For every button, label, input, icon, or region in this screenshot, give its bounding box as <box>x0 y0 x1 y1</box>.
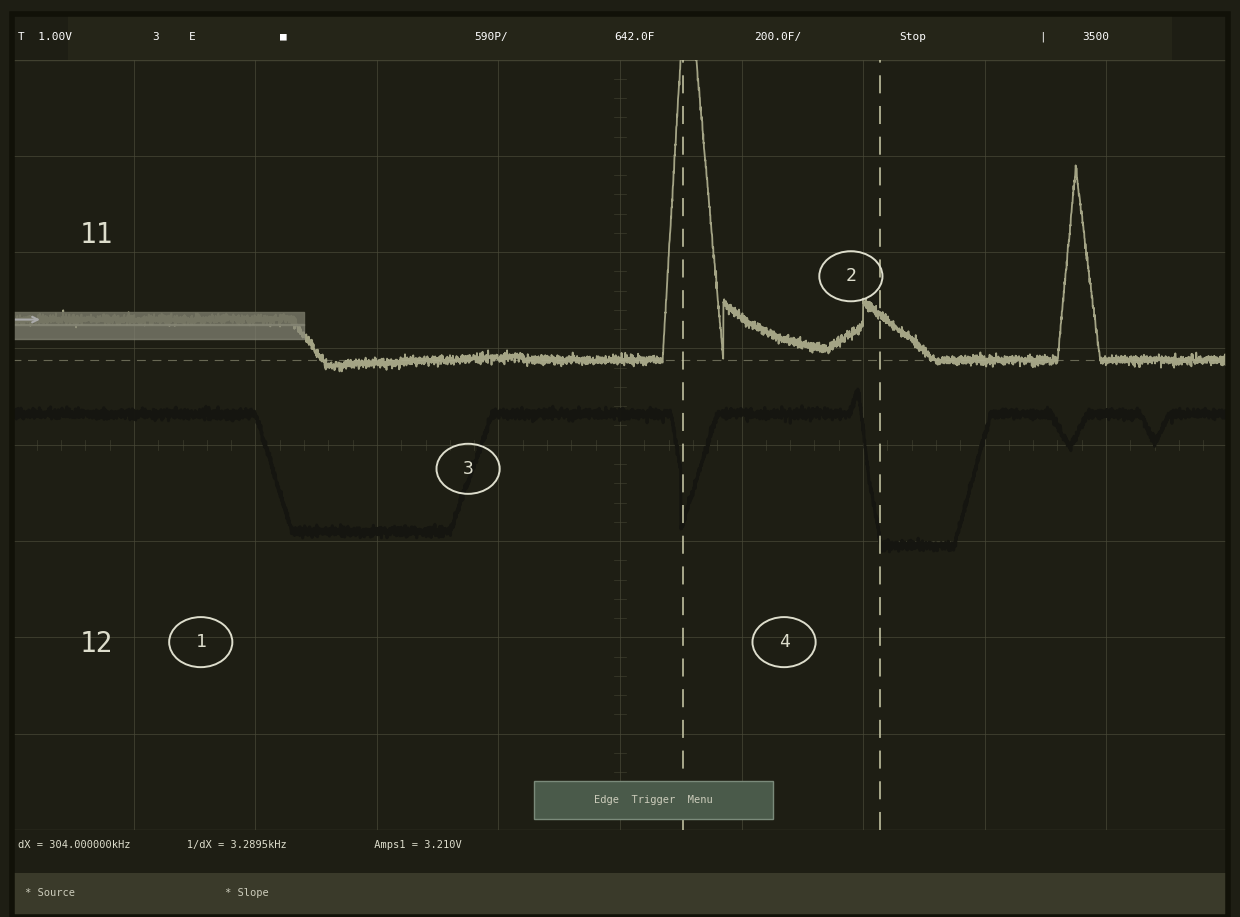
Text: 4: 4 <box>779 633 790 651</box>
Text: Stop: Stop <box>899 32 926 41</box>
Text: * Source: * Source <box>25 888 74 898</box>
Text: dX = 304.000000kHz         1/dX = 3.2895kHz              Amps1 = 3.210V: dX = 304.000000kHz 1/dX = 3.2895kHz Amps… <box>19 840 463 850</box>
Text: |: | <box>1039 31 1047 42</box>
Text: 200.0F/: 200.0F/ <box>754 32 801 41</box>
Text: * Slope: * Slope <box>224 888 269 898</box>
FancyBboxPatch shape <box>0 835 1240 917</box>
FancyBboxPatch shape <box>0 835 1240 917</box>
Text: Edge  Trigger  Menu: Edge Trigger Menu <box>594 795 713 805</box>
Text: 1: 1 <box>196 633 206 651</box>
Text: 11: 11 <box>79 221 113 249</box>
Text: T  1.00V: T 1.00V <box>19 32 72 41</box>
Text: 3: 3 <box>153 32 159 41</box>
Text: E: E <box>188 32 196 41</box>
Text: 2: 2 <box>846 267 857 285</box>
Text: 642.0F: 642.0F <box>614 32 655 41</box>
Text: 590P/: 590P/ <box>474 32 508 41</box>
Text: 3: 3 <box>463 459 474 478</box>
Text: 3500: 3500 <box>1081 32 1109 41</box>
FancyBboxPatch shape <box>533 780 773 819</box>
Text: ■: ■ <box>280 32 286 41</box>
Text: 12: 12 <box>79 630 113 657</box>
